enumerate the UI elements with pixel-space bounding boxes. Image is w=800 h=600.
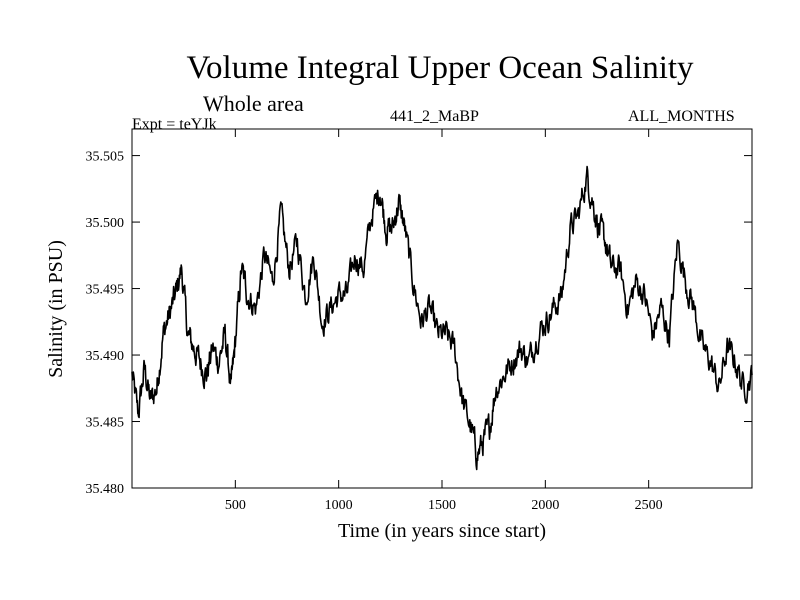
y-tick-label: 35.500 xyxy=(86,216,125,231)
y-tick-label: 35.490 xyxy=(86,349,125,364)
chart-subtitle: Whole area xyxy=(203,91,304,116)
x-tick-label: 500 xyxy=(225,498,246,513)
x-axis-title: Time (in years since start) xyxy=(338,520,546,542)
x-tick-label: 1000 xyxy=(325,498,353,513)
experiment-name: 441_2_MaBP xyxy=(390,108,479,125)
y-axis-title: Salinity (in PSU) xyxy=(45,240,67,378)
axis-ticks: 500 1000 1500 2000 2500 35.480 35.485 35.490 35.… xyxy=(86,129,752,513)
chart-title: Volume Integral Upper Ocean Salinity xyxy=(186,50,694,86)
y-tick-label: 35.495 xyxy=(86,283,125,298)
x-tick-label: 1500 xyxy=(428,498,456,513)
salinity-series-line xyxy=(131,165,753,471)
x-tick-label: 2000 xyxy=(531,498,559,513)
y-tick-label: 35.505 xyxy=(86,150,125,165)
y-tick-label: 35.480 xyxy=(86,482,125,497)
months-label: ALL_MONTHS xyxy=(628,108,735,125)
y-tick-label: 35.485 xyxy=(86,416,125,431)
x-tick-label: 2500 xyxy=(635,498,663,513)
